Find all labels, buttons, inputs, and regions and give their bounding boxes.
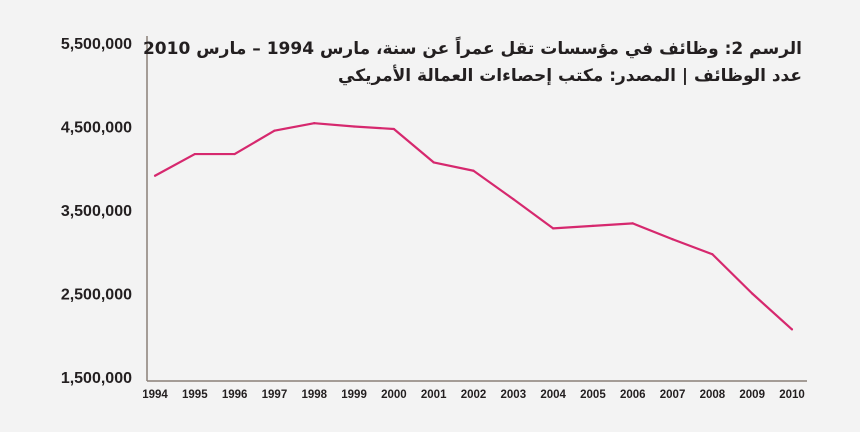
y-tick-label: 1,500,000: [61, 370, 132, 387]
chart-title-block: الرسم 2: وظائف في مؤسسات تقل عمراً عن سن…: [143, 36, 802, 90]
x-tick-label: 2008: [700, 389, 726, 401]
x-tick-label: 1999: [341, 389, 367, 401]
data-point: [153, 174, 157, 177]
x-tick-label: 1994: [142, 389, 168, 401]
chart-subtitle: عدد الوظائف | المصدر: مكتب إحصاءات العما…: [338, 66, 802, 86]
x-tick-label: 2004: [540, 389, 566, 401]
series-line: [154, 122, 793, 331]
data-point: [432, 161, 435, 164]
data-point: [552, 227, 555, 230]
data-point: [233, 152, 236, 156]
data-point: [711, 253, 714, 256]
x-tick-label: 1997: [262, 389, 288, 401]
chart-title: الرسم 2: وظائف في مؤسسات تقل عمراً عن سن…: [142, 39, 802, 59]
x-tick-label: 2005: [580, 389, 606, 401]
x-tick-label: 2001: [421, 389, 447, 401]
data-point: [352, 125, 356, 128]
x-tick-label: 1995: [182, 389, 208, 401]
data-point: [591, 224, 595, 227]
data-point: [313, 122, 316, 125]
data-point: [671, 238, 674, 241]
x-tick-label: 1996: [222, 389, 248, 401]
x-tick-label: 2003: [501, 389, 527, 401]
x-tick-label: 2010: [779, 389, 805, 401]
data-point: [631, 222, 634, 225]
y-tick-label: 3,500,000: [61, 203, 132, 220]
y-tick-label: 5,500,000: [61, 36, 132, 53]
x-tick-label: 2007: [660, 389, 686, 401]
data-point: [392, 127, 395, 131]
data-point: [751, 292, 754, 295]
y-tick-label: 4,500,000: [61, 120, 132, 137]
x-tick-label: 2002: [461, 389, 487, 401]
x-tick-label: 2000: [381, 389, 407, 401]
x-tick-label: 2006: [620, 389, 646, 401]
data-point: [472, 169, 475, 172]
x-tick-label: 1998: [301, 389, 327, 401]
y-tick-label: 2,500,000: [61, 287, 132, 304]
data-point: [193, 152, 196, 156]
data-point: [790, 328, 794, 331]
data-point: [273, 129, 276, 132]
data-point: [512, 198, 515, 201]
x-tick-label: 2009: [739, 389, 765, 401]
